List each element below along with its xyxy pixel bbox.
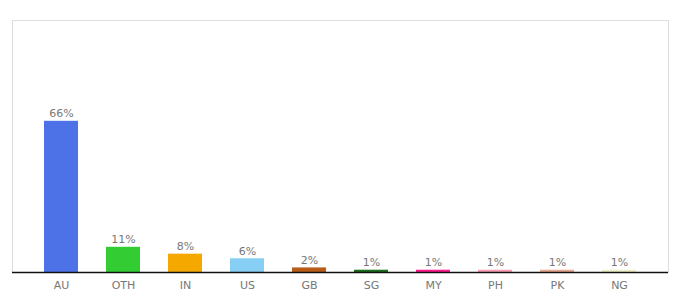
svg-text:PH: PH <box>488 279 503 292</box>
svg-text:IN: IN <box>180 279 191 292</box>
svg-text:2%: 2% <box>301 254 318 267</box>
svg-text:NG: NG <box>611 279 628 292</box>
svg-text:66%: 66% <box>49 107 73 120</box>
svg-text:GB: GB <box>301 279 317 292</box>
svg-text:1%: 1% <box>611 256 628 269</box>
svg-text:6%: 6% <box>239 245 256 258</box>
svg-text:OTH: OTH <box>112 279 136 292</box>
svg-text:8%: 8% <box>177 240 194 253</box>
svg-text:11%: 11% <box>111 233 135 246</box>
svg-text:US: US <box>240 279 255 292</box>
svg-text:1%: 1% <box>363 256 380 269</box>
svg-text:AU: AU <box>54 279 70 292</box>
svg-text:1%: 1% <box>549 256 566 269</box>
svg-text:SG: SG <box>364 279 380 292</box>
svg-text:MY: MY <box>425 279 441 292</box>
svg-text:1%: 1% <box>425 256 442 269</box>
svg-text:PK: PK <box>551 279 566 292</box>
svg-text:1%: 1% <box>487 256 504 269</box>
